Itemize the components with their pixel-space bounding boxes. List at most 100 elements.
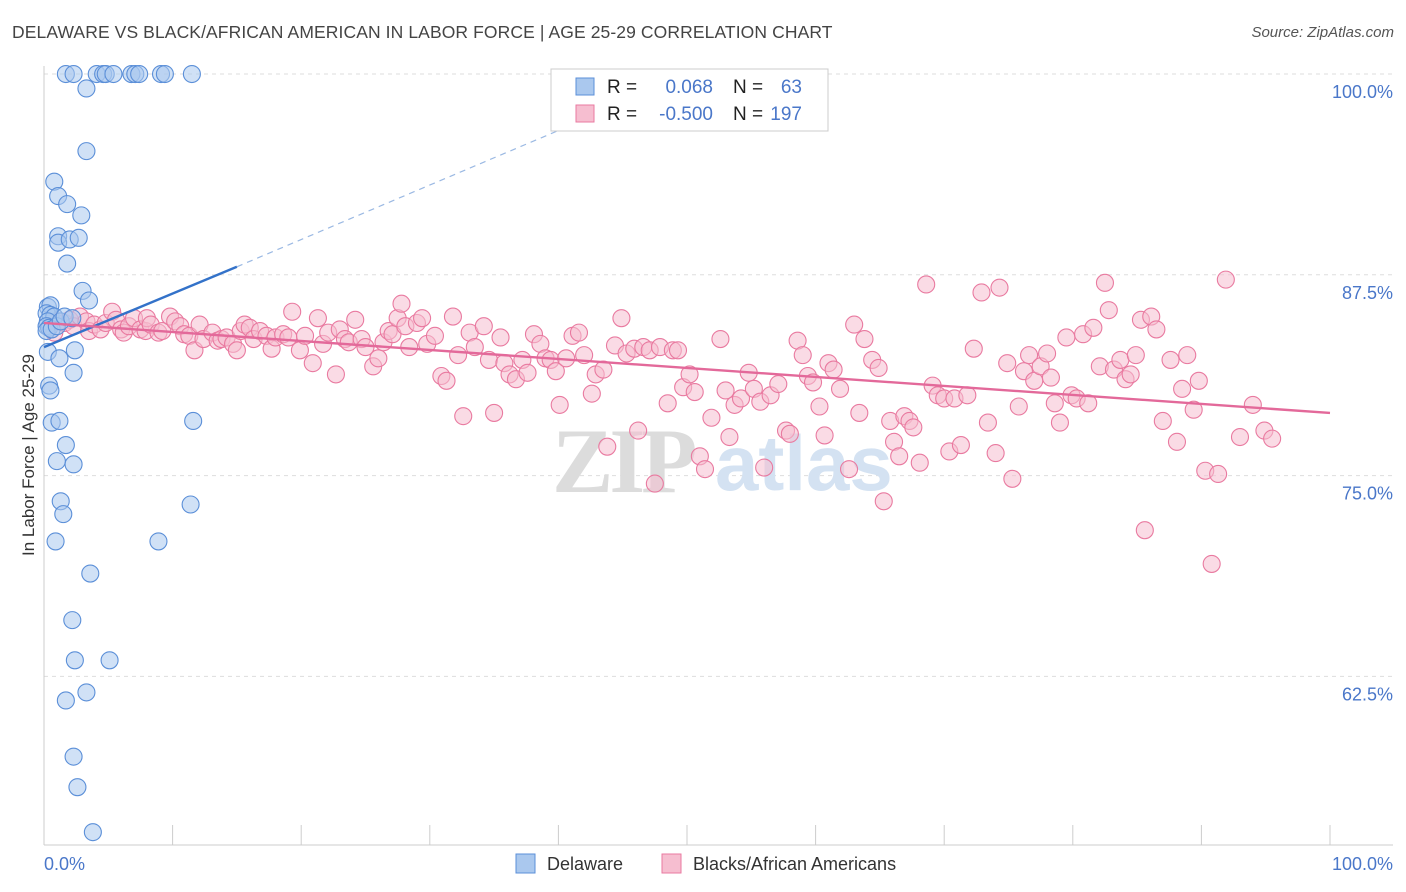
blacks-point [569, 323, 589, 342]
blacks-point [1178, 346, 1197, 365]
blacks-point [598, 437, 617, 456]
blacks-point [546, 362, 565, 381]
blacks-point [964, 339, 983, 358]
legend-r-value: 0.068 [665, 77, 713, 98]
blacks-point [951, 436, 970, 455]
blacks-point [1173, 379, 1192, 398]
blacks-point [731, 389, 751, 408]
y-tick-label: 100.0% [1332, 82, 1393, 102]
blacks-point [755, 458, 774, 477]
watermark-atlas: atlas [715, 419, 893, 507]
blacks-point [1209, 464, 1228, 484]
blacks-point [1230, 427, 1250, 447]
blacks-point [680, 365, 699, 384]
delaware-point [100, 651, 119, 670]
blacks-point [1057, 328, 1076, 347]
legend-swatch-blue [575, 77, 595, 96]
legend-r-label: R = [607, 104, 637, 125]
delaware-point [79, 291, 99, 310]
blacks-point [485, 403, 504, 422]
blacks-point [780, 424, 799, 443]
blacks-point [874, 492, 893, 511]
delaware-point [77, 142, 96, 161]
delaware-point [184, 411, 203, 431]
watermark: ZIP atlas [552, 410, 893, 512]
delaware-point [155, 64, 174, 84]
blacks-point [1167, 432, 1187, 451]
blacks-point [1095, 273, 1114, 292]
blacks-point [998, 354, 1017, 373]
legend-box [550, 68, 829, 132]
blacks-point [437, 371, 456, 390]
delaware-point [47, 452, 66, 471]
chart-source: Source: ZipAtlas.com [1251, 24, 1394, 41]
blacks-point [1263, 429, 1282, 448]
delaware-point [181, 495, 200, 514]
blacks-point [612, 309, 631, 328]
blacks-point [308, 309, 327, 328]
legend-n-value: 197 [770, 104, 802, 125]
delaware-point [64, 64, 83, 84]
blacks-point [845, 315, 864, 334]
blacks-point [1020, 346, 1039, 365]
delaware-point [41, 381, 60, 400]
legend-swatch-blacks [661, 853, 682, 874]
blacks-point [550, 395, 569, 414]
delaware-point [81, 564, 100, 583]
delaware-point [50, 411, 69, 431]
blacks-point [720, 427, 739, 447]
y-tick-labels: 100.0% 87.5% 75.0% 62.5% [1332, 82, 1393, 704]
delaware-point [54, 505, 73, 524]
x-tick-label: 100.0% [1332, 854, 1393, 874]
blacks-point [910, 453, 929, 472]
delaware-point [64, 455, 83, 474]
x-tick-labels: 0.0% 100.0% [44, 854, 1393, 874]
blacks-point [824, 360, 843, 379]
blacks-point [227, 341, 246, 360]
delaware-trend-line [43, 265, 238, 349]
blacks-point [815, 426, 834, 445]
blacks-point [711, 330, 730, 349]
blacks-point [1099, 301, 1118, 320]
blacks-point [1147, 320, 1166, 339]
blacks-point [303, 354, 322, 373]
delaware-point [69, 228, 88, 247]
delaware-point [65, 341, 84, 360]
blacks-point [1003, 469, 1022, 488]
blacks-point [658, 394, 677, 413]
blacks-point [1161, 350, 1180, 369]
blacks-point [629, 421, 648, 440]
legend-label-delaware: Delaware [547, 854, 623, 874]
delaware-point [77, 683, 96, 702]
delaware-point [182, 64, 201, 84]
blacks-point [465, 338, 484, 357]
blacks-point [917, 275, 936, 294]
blacks-point [518, 363, 537, 382]
blacks-point [890, 447, 909, 466]
y-tick-label: 75.0% [1342, 484, 1393, 504]
blacks-point [855, 330, 874, 349]
blacks-point [454, 407, 473, 426]
blacks-point [1189, 371, 1208, 390]
delaware-point [63, 611, 82, 630]
blacks-point [769, 374, 788, 394]
blacks-point [449, 346, 468, 365]
y-tick-label: 62.5% [1342, 684, 1393, 704]
blacks-point [869, 358, 888, 378]
blacks-point [978, 413, 997, 432]
blacks-point [1084, 318, 1103, 337]
grid-lines [44, 73, 1393, 677]
blacks-point [283, 302, 302, 321]
blacks-point [830, 379, 850, 398]
blacks-point [491, 328, 510, 347]
blacks-point [1079, 394, 1098, 413]
blacks-point [850, 403, 869, 422]
chart-title: DELAWARE VS BLACK/AFRICAN AMERICAN IN LA… [12, 22, 833, 42]
blacks-point [839, 460, 859, 479]
blacks-point [369, 349, 388, 368]
blacks-point [904, 418, 923, 437]
blacks-point [1243, 395, 1262, 414]
delaware-point [68, 778, 87, 797]
delaware-point [64, 747, 83, 766]
